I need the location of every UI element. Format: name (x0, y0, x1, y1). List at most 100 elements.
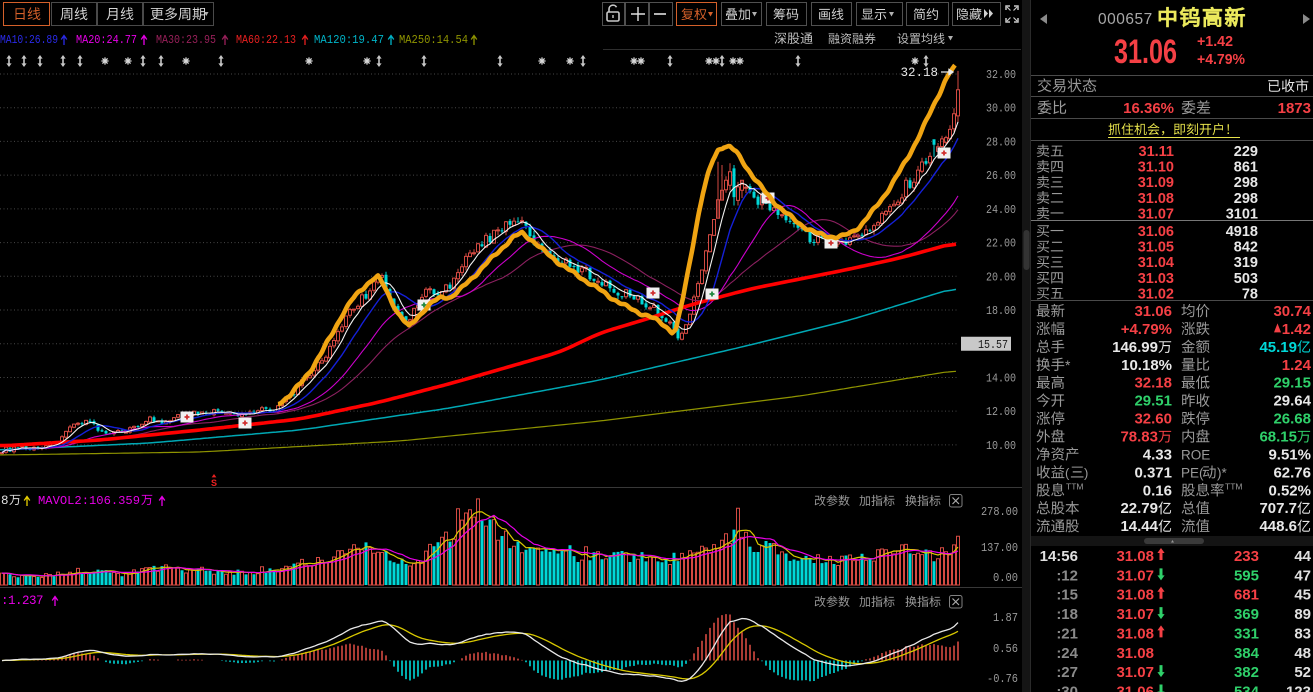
svg-text:31.04: 31.04 (1138, 255, 1174, 271)
svg-text::18: :18 (1056, 606, 1078, 623)
svg-text:31.05: 31.05 (1138, 240, 1174, 256)
svg-text:31.10: 31.10 (1138, 160, 1174, 176)
svg-text:78: 78 (1242, 286, 1258, 302)
svg-text:31.08: 31.08 (1116, 548, 1154, 565)
svg-text:31.07: 31.07 (1138, 206, 1174, 222)
svg-text:+4.79%: +4.79% (1121, 321, 1172, 338)
svg-text:TTM: TTM (1066, 481, 1083, 491)
svg-text:31.06: 31.06 (1138, 224, 1174, 240)
svg-text:31.08: 31.08 (1138, 191, 1174, 207)
svg-text:32.18: 32.18 (900, 66, 938, 80)
svg-text:4918: 4918 (1226, 224, 1258, 240)
svg-text:137.00: 137.00 (981, 541, 1018, 555)
svg-text:26.00: 26.00 (986, 169, 1016, 183)
svg-text:681: 681 (1234, 587, 1259, 604)
svg-text:32.60: 32.60 (1134, 411, 1172, 428)
svg-text:31.09: 31.09 (1138, 175, 1174, 191)
svg-text:18.00: 18.00 (986, 304, 1016, 318)
svg-text:MA120:19.47: MA120:19.47 (314, 33, 384, 47)
svg-text:31.07: 31.07 (1116, 664, 1154, 681)
svg-text:MA250:14.54: MA250:14.54 (399, 33, 468, 47)
svg-text:PE(: PE( (1181, 465, 1204, 480)
svg-text:000657: 000657 (1098, 11, 1153, 28)
svg-text:31.08: 31.08 (1116, 587, 1154, 604)
svg-text:29.51: 29.51 (1134, 393, 1172, 410)
svg-text:448.6: 448.6 (1259, 518, 1297, 535)
svg-text:): ) (1084, 465, 1088, 480)
svg-text:31.03: 31.03 (1138, 271, 1174, 287)
svg-text:30.74: 30.74 (1273, 303, 1311, 320)
svg-text:146.99: 146.99 (1112, 339, 1158, 356)
svg-text:32.00: 32.00 (986, 68, 1016, 82)
svg-text:0.56: 0.56 (993, 642, 1018, 656)
svg-text:47: 47 (1294, 567, 1311, 584)
svg-text:52: 52 (1294, 664, 1311, 681)
svg-text:31.06: 31.06 (1134, 303, 1172, 320)
svg-text:14.00: 14.00 (986, 371, 1016, 385)
svg-text:503: 503 (1234, 271, 1258, 287)
svg-text::12: :12 (1056, 567, 1078, 584)
svg-text:1.42: 1.42 (1282, 321, 1311, 338)
svg-text:+4.79%: +4.79% (1197, 52, 1245, 68)
svg-text:229: 229 (1234, 144, 1258, 160)
svg-text:22.79: 22.79 (1120, 500, 1158, 517)
svg-text:0.00: 0.00 (993, 571, 1018, 585)
svg-text:0.16: 0.16 (1143, 482, 1172, 499)
svg-text:861: 861 (1234, 160, 1258, 176)
svg-text:31.08: 31.08 (1116, 625, 1154, 642)
svg-text:89: 89 (1294, 606, 1311, 623)
svg-text:29.64: 29.64 (1273, 393, 1311, 410)
svg-text:382: 382 (1234, 664, 1259, 681)
svg-text:0.52%: 0.52% (1268, 482, 1311, 499)
svg-text:233: 233 (1234, 548, 1259, 565)
svg-text:15.57: 15.57 (978, 338, 1008, 352)
svg-text:10.18%: 10.18% (1121, 357, 1172, 374)
svg-text:707.7: 707.7 (1259, 500, 1297, 517)
svg-text:319: 319 (1234, 255, 1258, 271)
svg-text:28.00: 28.00 (986, 135, 1016, 149)
svg-text:31.07: 31.07 (1116, 606, 1154, 623)
svg-text:45.19: 45.19 (1259, 339, 1297, 356)
svg-text:14.44: 14.44 (1120, 518, 1158, 535)
svg-text:31.06: 31.06 (1114, 33, 1177, 71)
svg-text:123: 123 (1286, 683, 1311, 692)
svg-text:31.07: 31.07 (1116, 567, 1154, 584)
svg-text:MA10:26.89: MA10:26.89 (0, 33, 58, 47)
svg-text:0.371: 0.371 (1134, 464, 1172, 481)
svg-text:298: 298 (1234, 175, 1258, 191)
svg-text:3101: 3101 (1226, 206, 1258, 222)
svg-text:68.15: 68.15 (1259, 429, 1297, 446)
svg-text:10.00: 10.00 (986, 439, 1016, 453)
svg-text:-0.76: -0.76 (987, 672, 1018, 686)
svg-text:534: 534 (1234, 683, 1260, 692)
svg-text:44: 44 (1294, 548, 1311, 565)
svg-text:22.00: 22.00 (986, 237, 1016, 251)
svg-text:8: 8 (1, 494, 9, 508)
svg-text:9.51%: 9.51% (1268, 446, 1311, 463)
svg-text::21: :21 (1056, 625, 1078, 642)
svg-text:78.83: 78.83 (1120, 429, 1158, 446)
svg-text:24.00: 24.00 (986, 203, 1016, 217)
svg-text:S: S (211, 479, 217, 490)
svg-text:31.11: 31.11 (1139, 144, 1175, 160)
svg-text:(: ( (1065, 465, 1070, 480)
svg-text:29.15: 29.15 (1273, 375, 1311, 392)
svg-text:16.36%: 16.36% (1123, 100, 1174, 117)
svg-text:MA20:24.77: MA20:24.77 (76, 33, 137, 47)
svg-text:MAVOL2:106.359: MAVOL2:106.359 (38, 494, 140, 508)
svg-text:)*: )* (1217, 465, 1227, 480)
svg-text:369: 369 (1234, 606, 1259, 623)
svg-text::30: :30 (1056, 683, 1078, 692)
svg-text:14:56: 14:56 (1040, 548, 1078, 565)
svg-text:+1.42: +1.42 (1197, 34, 1233, 50)
svg-text:26.68: 26.68 (1273, 411, 1311, 428)
svg-text:MA60:22.13: MA60:22.13 (236, 33, 296, 47)
svg-text::27: :27 (1056, 664, 1078, 681)
svg-text:4.33: 4.33 (1143, 446, 1172, 463)
svg-text:TTM: TTM (1225, 481, 1242, 491)
svg-text:45: 45 (1294, 587, 1311, 604)
svg-text:331: 331 (1234, 625, 1259, 642)
svg-text::15: :15 (1056, 587, 1078, 604)
svg-text:298: 298 (1234, 191, 1258, 207)
svg-text:20.00: 20.00 (986, 270, 1016, 284)
